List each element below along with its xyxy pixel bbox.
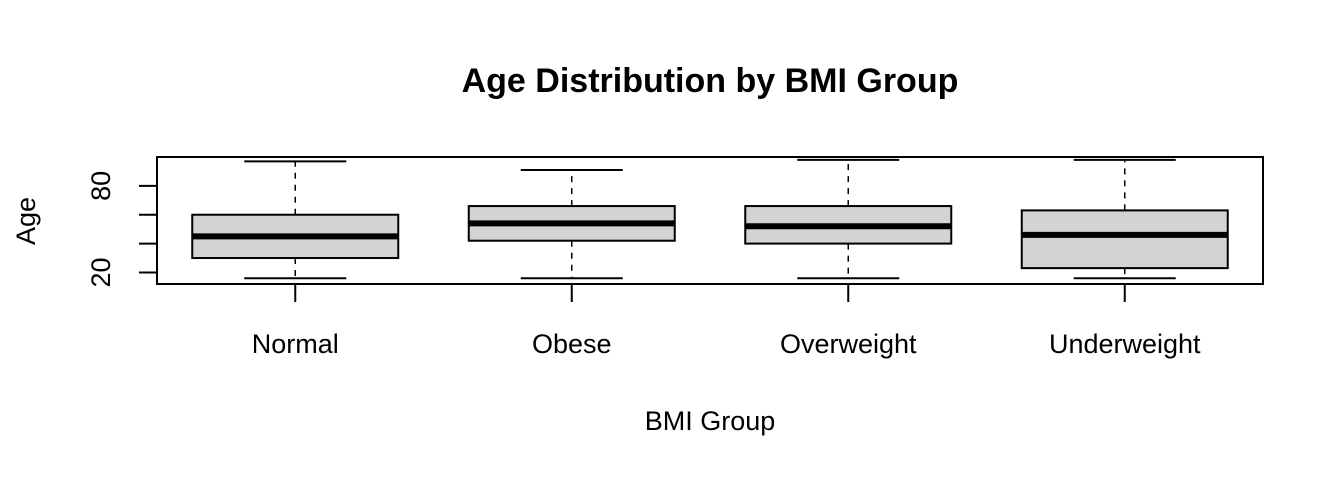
iqr-box bbox=[1020, 209, 1229, 270]
x-tick-label: Obese bbox=[532, 329, 612, 359]
x-tick-label: Normal bbox=[252, 329, 339, 359]
chart-title: Age Distribution by BMI Group bbox=[462, 62, 959, 100]
box-obese bbox=[467, 168, 676, 280]
y-tick-label: 20 bbox=[86, 257, 116, 287]
x-axis: Normal Obese Overweight Underweight bbox=[252, 284, 1201, 359]
box-normal bbox=[191, 160, 400, 280]
box-series bbox=[191, 158, 1229, 280]
y-tick-label: 80 bbox=[86, 171, 116, 201]
x-tick-label: Overweight bbox=[780, 329, 917, 359]
box-underweight bbox=[1020, 158, 1229, 280]
x-tick-label: Underweight bbox=[1049, 329, 1201, 359]
box-overweight bbox=[744, 158, 953, 280]
x-axis-label: BMI Group bbox=[645, 406, 776, 436]
y-axis-label: Age bbox=[11, 197, 41, 245]
